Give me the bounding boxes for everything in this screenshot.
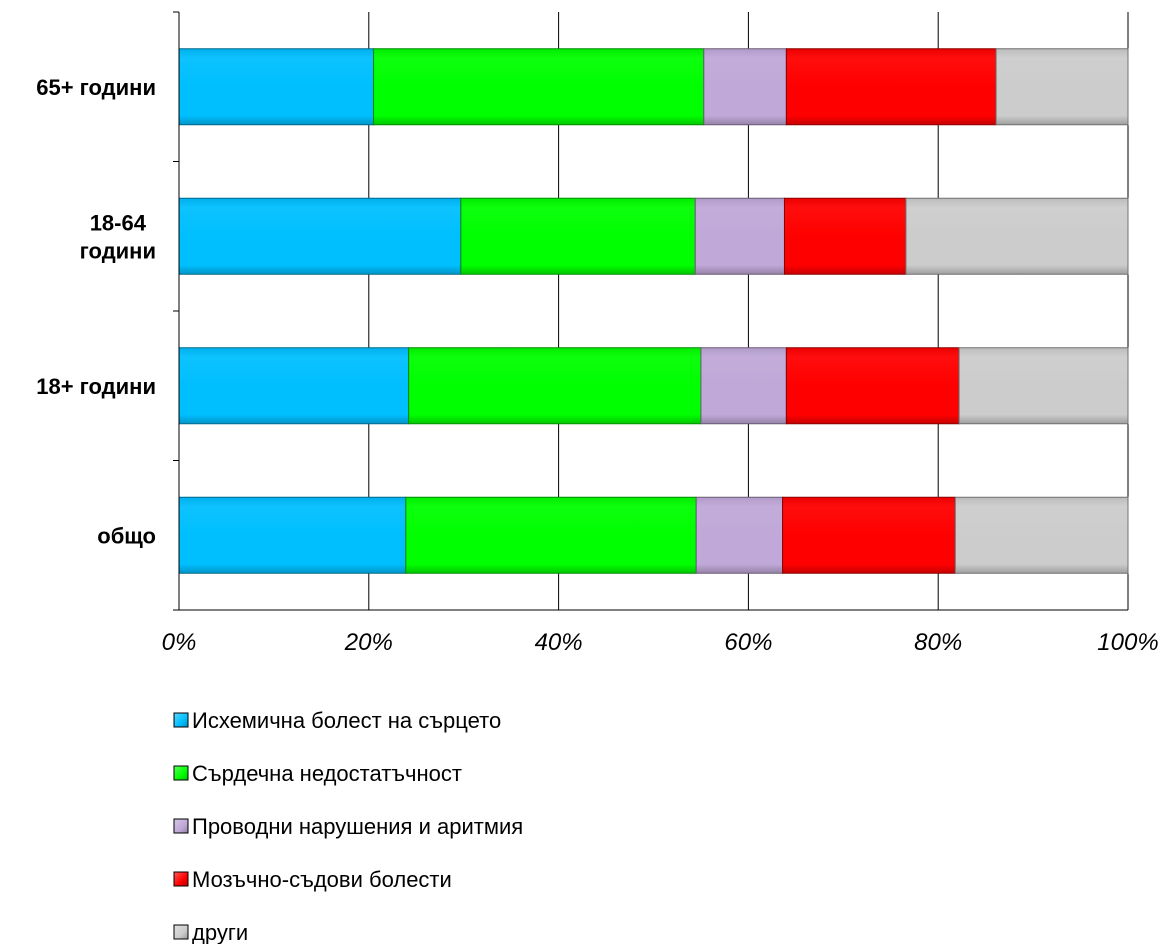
bar-group bbox=[178, 48, 1129, 126]
x-tick-label: 0% bbox=[162, 629, 197, 656]
axis-labels: 65+ години 18-64 години 18+ години общо 0% 20%… bbox=[36, 75, 1158, 656]
bar-segment bbox=[460, 197, 696, 275]
legend-label: Проводни нарушения и аритмия bbox=[192, 814, 523, 839]
bar-segment bbox=[178, 496, 407, 574]
legend: Исхемична болест на сърцето Сърдечна недо… bbox=[173, 708, 523, 944]
bar-segment bbox=[703, 48, 787, 126]
bar-segment bbox=[782, 496, 956, 574]
x-tick-label: 100% bbox=[1097, 629, 1158, 656]
category-label: 65+ години bbox=[36, 75, 156, 100]
legend-label: Исхемична болест на сърцето bbox=[192, 708, 501, 733]
bar-segment bbox=[178, 48, 375, 126]
x-tick-label: 80% bbox=[914, 629, 962, 656]
legend-swatch bbox=[173, 765, 189, 781]
bars bbox=[178, 48, 1129, 574]
bar-segment bbox=[178, 197, 462, 275]
bar-segment bbox=[408, 347, 702, 425]
x-tick-label: 60% bbox=[724, 629, 772, 656]
category-label: 18+ години bbox=[36, 374, 156, 399]
axes bbox=[173, 11, 1128, 611]
bar-segment bbox=[783, 197, 907, 275]
bar-segment bbox=[785, 48, 997, 126]
bar-group bbox=[178, 197, 1129, 275]
bar-segment bbox=[405, 496, 697, 574]
bar-segment bbox=[695, 496, 784, 574]
bar-segment bbox=[700, 347, 787, 425]
legend-item: други bbox=[173, 920, 248, 944]
category-label: 18-64 години bbox=[80, 210, 156, 263]
category-label: общо bbox=[97, 523, 156, 548]
bar-segment bbox=[954, 496, 1129, 574]
legend-label: Мозъчно-съдови болести bbox=[192, 867, 452, 892]
legend-swatch bbox=[173, 871, 189, 887]
bar-segment bbox=[373, 48, 705, 126]
x-tick-label: 20% bbox=[344, 629, 393, 656]
bar-segment bbox=[995, 48, 1129, 126]
legend-item: Проводни нарушения и аритмия bbox=[173, 814, 523, 839]
legend-item: Исхемична болест на сърцето bbox=[173, 708, 501, 733]
bar-group bbox=[178, 496, 1129, 574]
bar-segment bbox=[905, 197, 1129, 275]
bar-segment bbox=[178, 347, 410, 425]
bar-group bbox=[178, 347, 1129, 425]
legend-swatch bbox=[173, 924, 189, 940]
legend-item: Мозъчно-съдови болести bbox=[173, 867, 452, 892]
legend-swatch bbox=[173, 818, 189, 834]
legend-label: други bbox=[192, 920, 248, 944]
legend-label: Сърдечна недостатъчност bbox=[192, 761, 462, 786]
legend-item: Сърдечна недостатъчност bbox=[173, 761, 462, 786]
bar-segment bbox=[958, 347, 1129, 425]
x-tick-label: 40% bbox=[535, 629, 583, 656]
bar-segment bbox=[785, 347, 960, 425]
legend-swatch bbox=[173, 712, 189, 728]
bar-segment bbox=[694, 197, 785, 275]
